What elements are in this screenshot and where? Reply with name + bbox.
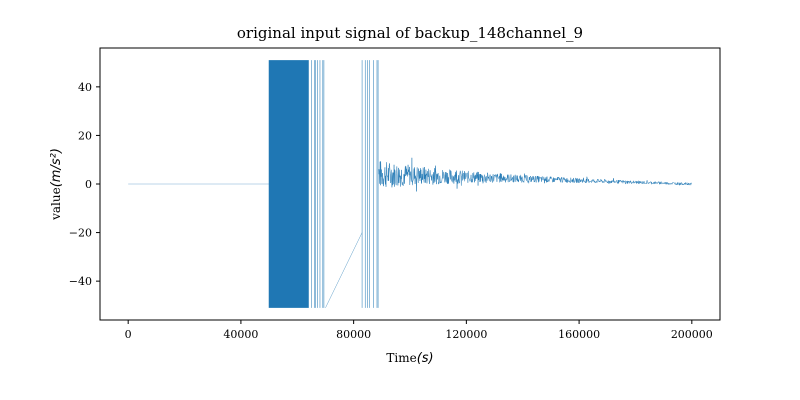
signal-vibration-segment [378,157,692,192]
chart-title: original input signal of backup_148chann… [237,24,583,42]
signal-ramp-segment [325,232,363,308]
x-tick-label: 0 [125,328,132,341]
y-axis: −40 −20 0 20 40 [69,81,100,288]
x-tick-label: 40000 [223,328,258,341]
x-axis-label-text: Time [386,351,416,365]
signal-saturated-segment [268,60,309,308]
signal-saturated-segment [361,60,379,308]
x-tick-label: 160000 [558,328,600,341]
x-tick-label: 120000 [445,328,487,341]
x-axis: 0 40000 80000 120000 160000 200000 [125,320,713,341]
y-tick-label: 40 [78,81,92,94]
y-axis-label-text: value [49,187,63,221]
x-tick-label: 80000 [336,328,371,341]
y-tick-label: 0 [85,178,92,191]
y-axis-label: value(m/s²) [49,148,64,221]
signal-saturated-segment [308,60,325,308]
x-tick-label: 200000 [671,328,713,341]
y-tick-label: 20 [78,129,92,142]
plot-area [128,60,692,308]
y-axis-label-unit: (m/s²) [49,148,64,187]
y-tick-label: −20 [69,227,92,240]
y-tick-label: −40 [69,275,92,288]
x-axis-label: Time(s) [386,351,433,366]
x-axis-label-unit: (s) [417,351,434,366]
